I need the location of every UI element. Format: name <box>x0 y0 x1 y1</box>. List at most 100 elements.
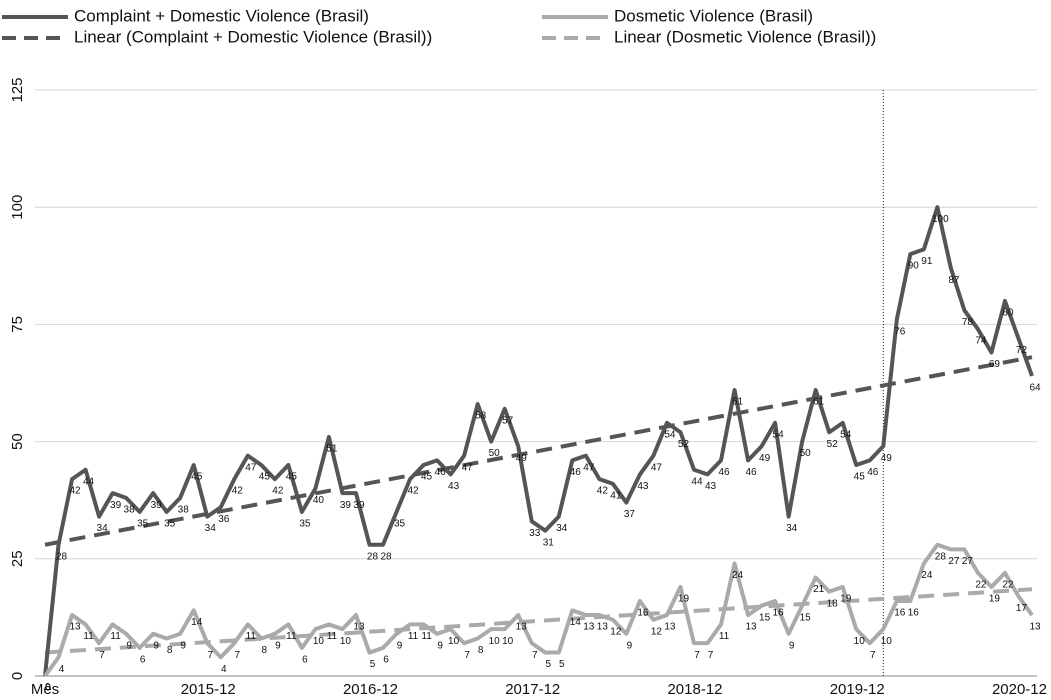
data-label: 50 <box>489 448 501 459</box>
x-tick-label: 2019-12 <box>830 681 885 698</box>
data-label: 10 <box>340 636 352 647</box>
data-label: 90 <box>908 261 920 272</box>
data-label: 33 <box>529 528 541 539</box>
data-label: 13 <box>69 622 81 633</box>
data-label: 74 <box>975 336 987 347</box>
data-label: 0 <box>45 683 51 694</box>
trendline <box>44 355 1033 547</box>
data-label: 13 <box>583 622 595 633</box>
data-label: 9 <box>397 640 403 651</box>
data-label: 80 <box>1002 308 1014 319</box>
data-label: 27 <box>962 556 974 567</box>
series-line <box>43 205 1034 677</box>
data-label: 52 <box>678 439 690 450</box>
y-tick-label: 50 <box>9 433 26 450</box>
data-label: 35 <box>394 519 406 530</box>
series-line <box>43 542 1034 678</box>
data-label: 7 <box>708 650 714 661</box>
data-label: 47 <box>462 462 474 473</box>
data-label: 49 <box>516 453 528 464</box>
data-label: 5 <box>370 659 376 670</box>
data-label: 45 <box>191 472 203 483</box>
data-label: 54 <box>773 429 785 440</box>
data-label: 7 <box>870 650 876 661</box>
data-label: 87 <box>948 275 960 286</box>
data-label: 57 <box>502 415 514 426</box>
data-label: 46 <box>718 467 730 478</box>
data-label: 8 <box>478 645 484 656</box>
legend-label: Complaint + Domestic Violence (Brasil) <box>74 6 369 25</box>
data-label: 72 <box>1016 345 1028 356</box>
data-label: 13 <box>353 622 365 633</box>
x-tick-label: 2016-12 <box>343 681 398 698</box>
x-tick-label: 2015-12 <box>181 681 236 698</box>
data-label: 54 <box>840 429 852 440</box>
y-tick-label: 25 <box>9 550 26 567</box>
data-label: 11 <box>246 631 257 642</box>
data-label: 0 <box>45 683 51 694</box>
data-label: 42 <box>407 486 419 497</box>
data-label: 13 <box>516 622 528 633</box>
data-label: 47 <box>651 462 663 473</box>
data-label: 43 <box>705 481 717 492</box>
data-label: 61 <box>732 397 744 408</box>
data-label: 35 <box>164 519 176 530</box>
data-label: 7 <box>532 650 538 661</box>
data-label: 78 <box>962 317 974 328</box>
data-label: 44 <box>83 476 95 487</box>
data-label: 18 <box>827 598 839 609</box>
data-label: 28 <box>935 551 947 562</box>
data-label: 31 <box>543 537 555 548</box>
data-label: 39 <box>151 500 163 511</box>
data-label: 17 <box>1016 603 1028 614</box>
data-label: 42 <box>69 486 81 497</box>
data-label: 14 <box>191 617 203 628</box>
data-label: 5 <box>559 659 565 670</box>
data-label: 28 <box>367 551 379 562</box>
data-label: 52 <box>827 439 839 450</box>
data-label: 44 <box>691 476 703 487</box>
data-label: 58 <box>475 411 487 422</box>
data-label: 69 <box>989 359 1001 370</box>
data-label: 43 <box>637 481 649 492</box>
data-label: 9 <box>437 640 443 651</box>
data-label: 47 <box>245 462 257 473</box>
data-label: 39 <box>353 500 365 511</box>
data-label: 9 <box>627 640 633 651</box>
data-label: 14 <box>570 617 582 628</box>
data-label: 36 <box>218 514 230 525</box>
data-label: 13 <box>1029 622 1041 633</box>
data-label: 7 <box>464 650 470 661</box>
data-label: 10 <box>313 636 325 647</box>
data-label: 11 <box>327 631 338 642</box>
data-label: 7 <box>694 650 700 661</box>
x-tick-label: 2020-12 <box>992 681 1047 698</box>
x-tick-label: 2017-12 <box>505 681 560 698</box>
data-label: 8 <box>262 645 268 656</box>
data-label: 76 <box>894 326 906 337</box>
data-label: 34 <box>556 523 568 534</box>
trendline <box>44 587 1033 655</box>
data-label: 39 <box>340 500 352 511</box>
data-label: 6 <box>383 655 389 666</box>
data-label: 13 <box>664 622 676 633</box>
data-label: 4 <box>59 664 65 675</box>
data-label: 10 <box>854 636 866 647</box>
y-tick-label: 0 <box>9 672 26 680</box>
data-label: 11 <box>286 631 297 642</box>
data-label: 35 <box>137 519 149 530</box>
data-label: 47 <box>583 462 595 473</box>
data-label: 100 <box>932 214 949 225</box>
data-label: 5 <box>545 659 551 670</box>
legend-label: Dosmetic Violence (Brasil) <box>614 6 813 25</box>
data-label: 37 <box>624 509 636 520</box>
data-label: 10 <box>448 636 460 647</box>
data-label: 46 <box>867 467 879 478</box>
data-label: 45 <box>259 472 271 483</box>
data-label: 6 <box>140 655 146 666</box>
data-label: 49 <box>881 453 893 464</box>
data-label: 16 <box>637 608 649 619</box>
data-label: 19 <box>678 594 690 605</box>
data-label: 54 <box>664 429 676 440</box>
